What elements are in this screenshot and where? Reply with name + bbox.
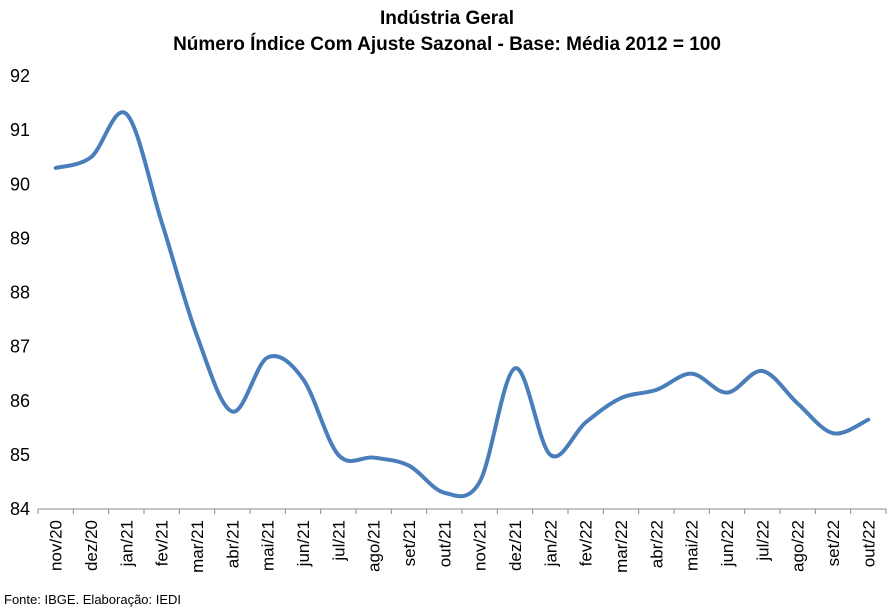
y-tick-label: 91 [10,120,30,140]
y-tick-label: 92 [10,66,30,86]
chart-title: Indústria Geral [379,8,515,29]
y-tick-label: 88 [10,283,30,303]
y-tick-label: 86 [10,391,30,411]
x-tick-label: set/21 [400,520,419,566]
x-tick-label: out/21 [435,520,454,567]
x-tick-label: jul/21 [329,520,348,562]
x-tick-label: set/22 [824,520,843,566]
x-tick-label: dez/21 [506,520,525,571]
y-tick-label: 84 [10,499,30,519]
y-tick-label: 87 [10,337,30,357]
x-tick-label: abr/22 [647,520,666,568]
x-tick-label: mai/21 [259,520,278,571]
y-tick-label: 89 [10,228,30,248]
x-tick-label: nov/21 [471,520,490,571]
chart-title-block: Indústria Geral Número Índice Com Ajuste… [0,6,894,58]
y-axis-ticks: 84 85 86 87 88 89 90 91 92 [10,66,30,519]
x-tick-label: mai/22 [683,520,702,571]
x-tick-label: jul/22 [753,520,772,562]
source-note: Fonte: IBGE. Elaboração: IEDI [4,592,182,607]
chart-subtitle: Número Índice Com Ajuste Sazonal - Base:… [173,34,721,55]
x-tick-label: ago/21 [365,520,384,572]
x-tick-label: nov/20 [47,520,66,571]
x-tick-label: jun/22 [718,520,737,567]
x-axis-ticks: nov/20 dez/20 jan/21 fev/21 mar/21 abr/21 mai/… [37,509,887,573]
x-tick-label: jun/21 [294,520,313,567]
x-tick-label: abr/21 [223,520,242,568]
y-tick-label: 85 [10,445,30,465]
series-line [53,110,871,499]
x-tick-label: mar/21 [188,520,207,573]
x-tick-label: fev/22 [577,520,596,566]
x-tick-label: jan/22 [541,520,560,567]
x-tick-label: dez/20 [82,520,101,571]
x-tick-label: ago/22 [789,520,808,572]
x-tick-label: jan/21 [117,520,136,567]
x-tick-label: out/22 [859,520,878,567]
x-tick-label: fev/21 [153,520,172,566]
x-tick-label: mar/22 [612,520,631,573]
y-tick-label: 90 [10,174,30,194]
